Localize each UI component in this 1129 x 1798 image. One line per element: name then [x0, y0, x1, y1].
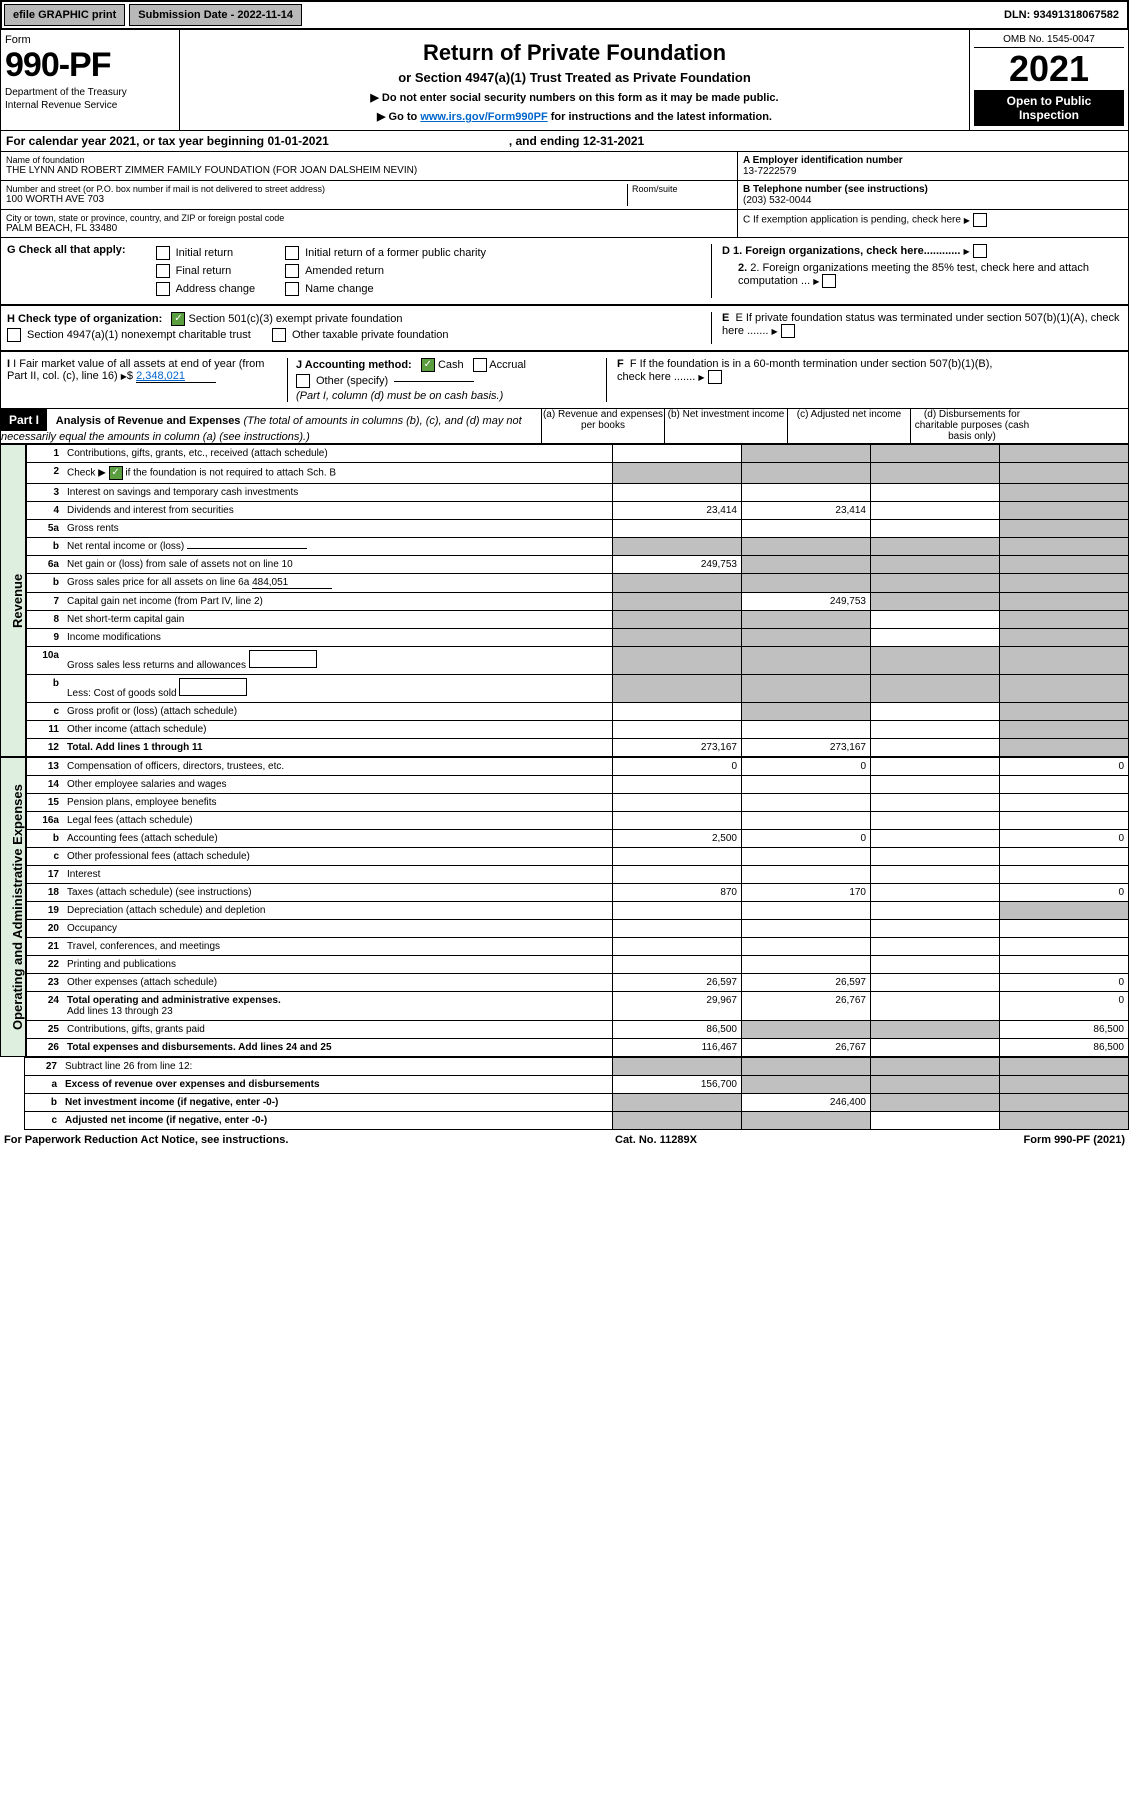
dept: Department of the Treasury [5, 87, 175, 98]
chk-other-acct[interactable] [296, 374, 310, 388]
d1-chk[interactable] [973, 244, 987, 258]
ein-val: 13-7222579 [743, 166, 1123, 177]
addr-val: 100 WORTH AVE 703 [6, 194, 627, 205]
city-c-row: City or town, state or province, country… [0, 210, 1129, 238]
room-lbl: Room/suite [632, 184, 732, 194]
form-subtitle: or Section 4947(a)(1) Trust Treated as P… [186, 70, 963, 85]
chk-amended[interactable] [285, 264, 299, 278]
chk-cash[interactable] [421, 358, 435, 372]
phone-val: (203) 532-0044 [743, 195, 1123, 206]
i-val[interactable]: 2,348,021 [136, 370, 216, 383]
page-footer: For Paperwork Reduction Act Notice, see … [0, 1130, 1129, 1150]
col-a: (a) Revenue and expenses per books [542, 409, 665, 443]
j-note: (Part I, column (d) must be on cash basi… [296, 390, 596, 402]
chk-other-tax[interactable] [272, 328, 286, 342]
line27-table: 27Subtract line 26 from line 12: aExcess… [24, 1057, 1129, 1130]
irs-link[interactable]: www.irs.gov/Form990PF [420, 111, 547, 123]
ein-lbl: A Employer identification number [743, 155, 1123, 166]
chk-former[interactable] [285, 246, 299, 260]
expenses-table: 13Compensation of officers, directors, t… [26, 757, 1129, 1057]
form-header: Form 990-PF Department of the Treasury I… [0, 30, 1129, 131]
addr-lbl: Number and street (or P.O. box number if… [6, 184, 627, 194]
city-val: PALM BEACH, FL 33480 [6, 223, 732, 234]
form-number: 990-PF [5, 46, 175, 85]
chk-501c3[interactable] [171, 312, 185, 326]
f-text: F F If the foundation is in a 60-month t… [617, 358, 1017, 384]
foundation-name: THE LYNN AND ROBERT ZIMMER FAMILY FOUNDA… [6, 165, 732, 176]
chk-initial[interactable] [156, 246, 170, 260]
topbar: efile GRAPHIC print Submission Date - 20… [0, 0, 1129, 30]
col-b: (b) Net investment income [665, 409, 788, 443]
irs: Internal Revenue Service [5, 100, 175, 111]
g-d-block: G Check all that apply: Initial return F… [0, 238, 1129, 305]
note-ssn: ▶ Do not enter social security numbers o… [186, 91, 963, 104]
g-lbl: G Check all that apply: [7, 244, 126, 256]
footer-mid: Cat. No. 11289X [615, 1134, 697, 1146]
c-text: C If exemption application is pending, c… [743, 213, 1123, 227]
chk-address[interactable] [156, 282, 170, 296]
tax-year: 2021 [974, 48, 1124, 90]
chk-final[interactable] [156, 264, 170, 278]
dln: DLN: 93491318067582 [996, 5, 1127, 25]
e-chk[interactable] [781, 324, 795, 338]
name-lbl: Name of foundation [6, 155, 732, 165]
c-checkbox[interactable] [973, 213, 987, 227]
footer-right: Form 990-PF (2021) [1024, 1134, 1126, 1146]
chk-accrual[interactable] [473, 358, 487, 372]
h-lbl: H Check type of organization: [7, 313, 162, 325]
i-lbl: I I Fair market value of all assets at e… [7, 358, 267, 383]
e-text: E E If private foundation status was ter… [722, 312, 1122, 338]
form-title: Return of Private Foundation [186, 40, 963, 66]
open-public: Open to Public Inspection [974, 90, 1124, 126]
h-e-block: H Check type of organization: Section 50… [0, 305, 1129, 351]
chk-schb[interactable] [109, 466, 123, 480]
col-c: (c) Adjusted net income [788, 409, 911, 443]
col-d: (d) Disbursements for charitable purpose… [911, 409, 1033, 443]
f-chk[interactable] [708, 370, 722, 384]
d1: D 1. Foreign organizations, check here..… [722, 244, 1122, 258]
revenue-section: Revenue 1Contributions, gifts, grants, e… [0, 444, 1129, 757]
efile-btn[interactable]: efile GRAPHIC print [4, 4, 125, 26]
part1-header-row: Part I Analysis of Revenue and Expenses … [0, 409, 1129, 444]
d2: 2. 2. Foreign organizations meeting the … [738, 262, 1122, 288]
expenses-section: Operating and Administrative Expenses 13… [0, 757, 1129, 1057]
side-expenses: Operating and Administrative Expenses [0, 757, 26, 1057]
chk-4947[interactable] [7, 328, 21, 342]
form-label: Form [5, 34, 175, 46]
note-link: ▶ Go to www.irs.gov/Form990PF for instru… [186, 110, 963, 123]
city-lbl: City or town, state or province, country… [6, 213, 732, 223]
j-lbl: J Accounting method: [296, 359, 412, 371]
addr-phone-row: Number and street (or P.O. box number if… [0, 181, 1129, 210]
d2-chk[interactable] [822, 274, 836, 288]
omb: OMB No. 1545-0047 [974, 34, 1124, 48]
chk-namechange[interactable] [285, 282, 299, 296]
phone-lbl: B Telephone number (see instructions) [743, 184, 1123, 195]
name-ein-row: Name of foundation THE LYNN AND ROBERT Z… [0, 152, 1129, 181]
i-j-f-block: I I Fair market value of all assets at e… [0, 351, 1129, 409]
subdate-btn[interactable]: Submission Date - 2022-11-14 [129, 4, 302, 26]
calendar-row: For calendar year 2021, or tax year begi… [0, 131, 1129, 152]
footer-left: For Paperwork Reduction Act Notice, see … [4, 1134, 288, 1146]
side-revenue: Revenue [0, 444, 26, 757]
revenue-table: 1Contributions, gifts, grants, etc., rec… [26, 444, 1129, 757]
